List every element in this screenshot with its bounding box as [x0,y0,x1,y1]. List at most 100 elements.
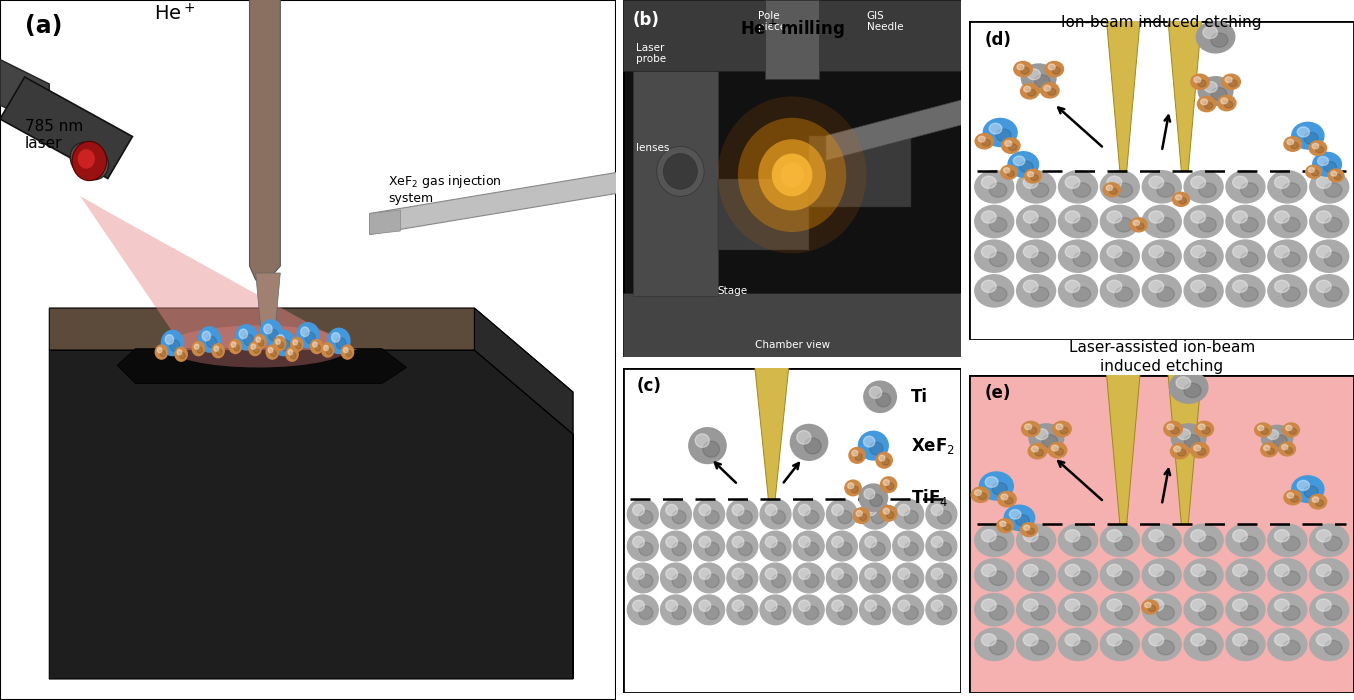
Circle shape [1324,640,1342,655]
Circle shape [990,571,1007,585]
Circle shape [1028,172,1033,177]
Circle shape [880,505,896,521]
Circle shape [1074,640,1091,655]
Circle shape [765,505,777,516]
Circle shape [1150,634,1163,646]
Circle shape [291,353,297,358]
Circle shape [1225,240,1265,272]
Circle shape [1143,171,1181,203]
Circle shape [1285,447,1293,454]
Circle shape [1005,505,1034,531]
Circle shape [1024,176,1039,188]
Circle shape [1024,530,1039,542]
Circle shape [264,324,272,334]
Circle shape [232,342,236,347]
Circle shape [982,564,997,577]
Circle shape [1190,442,1209,458]
Circle shape [926,531,957,561]
Circle shape [1150,530,1163,542]
Circle shape [937,542,952,556]
Circle shape [831,536,844,547]
Circle shape [253,347,259,353]
Text: lenses: lenses [636,143,670,153]
Circle shape [799,536,810,547]
Circle shape [796,430,811,444]
Circle shape [904,542,918,556]
Circle shape [904,606,918,620]
Circle shape [1108,564,1122,577]
Circle shape [705,574,719,587]
Circle shape [982,176,997,188]
Circle shape [666,568,677,580]
Text: (d): (d) [984,31,1011,48]
Circle shape [1017,524,1056,556]
Circle shape [1021,523,1037,536]
Circle shape [672,542,686,556]
Circle shape [1198,218,1216,232]
Circle shape [1066,211,1080,223]
Circle shape [663,153,697,189]
Circle shape [1198,606,1216,620]
FancyBboxPatch shape [623,368,961,693]
Text: Chamber view: Chamber view [754,340,830,350]
Circle shape [639,542,653,556]
Circle shape [1202,27,1217,38]
Circle shape [982,139,990,146]
Circle shape [865,600,876,611]
Ellipse shape [167,326,351,368]
Circle shape [880,477,896,493]
Circle shape [1150,280,1163,293]
Circle shape [1143,628,1181,661]
Circle shape [1017,559,1056,591]
Circle shape [926,595,957,624]
Ellipse shape [70,142,108,180]
Circle shape [1025,424,1032,430]
Circle shape [826,499,857,529]
Circle shape [1232,599,1247,611]
Circle shape [1034,428,1048,440]
Circle shape [1108,246,1122,258]
Circle shape [336,338,347,349]
Polygon shape [80,196,357,350]
Circle shape [760,595,791,624]
Circle shape [1034,75,1049,88]
Circle shape [703,441,719,457]
Circle shape [887,483,894,490]
Polygon shape [810,136,910,207]
Circle shape [879,455,886,461]
Circle shape [1274,634,1289,646]
Circle shape [1114,183,1132,197]
Circle shape [1309,494,1327,509]
Circle shape [689,428,726,463]
Circle shape [1274,176,1289,188]
Circle shape [661,531,692,561]
Circle shape [1016,514,1029,526]
Circle shape [1017,240,1056,272]
Circle shape [249,342,261,356]
Text: GIS
Needle: GIS Needle [867,10,903,32]
Circle shape [156,345,168,359]
Circle shape [1185,524,1223,556]
Circle shape [849,447,865,463]
Circle shape [1003,168,1010,173]
Circle shape [1185,628,1223,661]
Circle shape [1114,536,1132,551]
Circle shape [1190,246,1205,258]
Circle shape [793,499,825,529]
Circle shape [661,595,692,624]
Circle shape [883,508,890,514]
Circle shape [1282,606,1300,620]
Circle shape [1282,287,1300,302]
Circle shape [831,600,844,611]
Circle shape [772,542,785,556]
Circle shape [1334,174,1342,180]
Circle shape [760,531,791,561]
Circle shape [1267,240,1307,272]
Circle shape [852,450,858,456]
Circle shape [1056,424,1063,430]
Circle shape [1304,486,1319,498]
Circle shape [699,568,711,580]
Circle shape [1026,528,1034,534]
Circle shape [804,438,821,454]
Polygon shape [249,0,280,280]
